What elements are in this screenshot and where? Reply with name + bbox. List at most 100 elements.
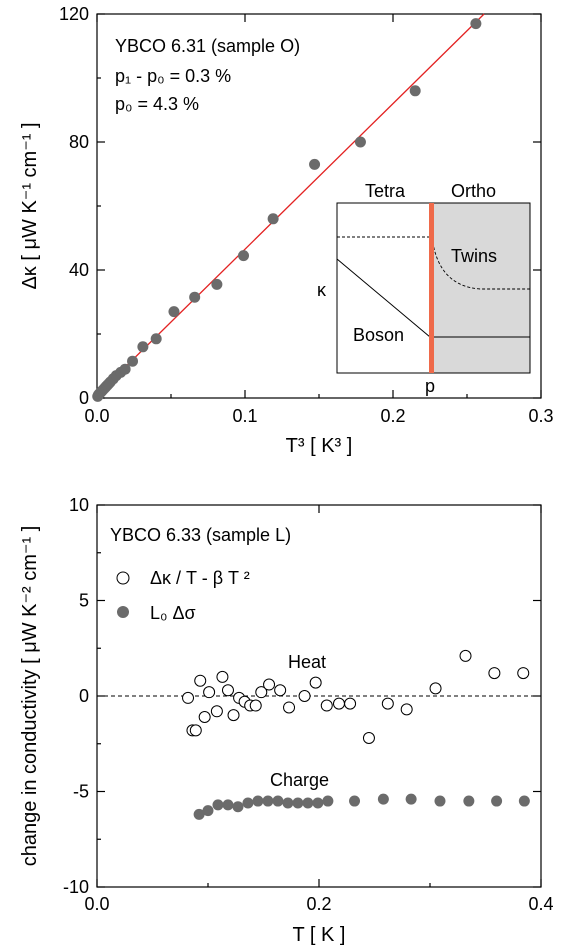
heat-data-point <box>263 678 276 691</box>
charge-data-point <box>491 795 503 807</box>
heat-data-point <box>400 703 413 716</box>
charge-data-point <box>202 805 214 817</box>
inset-label-ortho: Ortho <box>451 181 496 201</box>
charge-data-point <box>232 801 244 813</box>
inset-label-twins: Twins <box>451 246 497 266</box>
heat-data-point <box>198 711 211 724</box>
legend-heat-label: Δκ / T - β T ² <box>150 568 250 588</box>
bottom-x-tick-label: 0.4 <box>528 894 553 914</box>
phase-diagram-inset: Tetra Ortho Twins Boson κ p <box>317 181 531 396</box>
inset-label-kappa: κ <box>317 280 327 300</box>
heat-data-point <box>344 697 357 710</box>
top-y-tick-label: 80 <box>69 132 89 152</box>
heat-data-point <box>309 676 322 689</box>
heat-data-point <box>362 732 375 745</box>
data-point <box>470 18 482 30</box>
heat-data-point <box>488 667 501 680</box>
charge-data-point <box>322 795 334 807</box>
charge-data-point <box>292 797 304 809</box>
heat-data-point <box>298 690 311 702</box>
legend-open-circle-marker <box>116 571 130 585</box>
bottom-y-axis-label: change in conductivity [ μW K⁻² cm⁻¹ ] <box>19 526 41 867</box>
top-x-tick-label: 0.2 <box>380 406 405 426</box>
bottom-x-tick-label: 0.2 <box>306 894 331 914</box>
bottom-x-tick-label: 0.0 <box>84 894 109 914</box>
heat-data-point <box>274 684 287 697</box>
charge-data-point <box>434 795 446 807</box>
bottom-y-tick-label: 0 <box>79 686 89 706</box>
top-y-tick-label: 40 <box>69 260 89 280</box>
charge-data-point <box>252 795 264 807</box>
inset-ortho-shade <box>432 203 530 373</box>
heat-data-point <box>182 691 195 704</box>
bottom-y-tick-label: 10 <box>69 495 89 515</box>
inset-label-tetra: Tetra <box>365 181 406 201</box>
heat-data-point <box>249 699 262 712</box>
heat-data-point <box>429 682 442 695</box>
data-point <box>309 158 321 170</box>
top-annotation-p-diff: p₁ - p₀ = 0.3 % <box>115 66 231 86</box>
charge-data-point <box>463 795 475 807</box>
charge-annotation: Charge <box>270 770 329 790</box>
charge-data-point <box>272 795 284 807</box>
inset-label-boson: Boson <box>353 325 404 345</box>
top-x-axis-label: T³ [ K³ ] <box>286 435 353 457</box>
bottom-y-tick-label: -5 <box>73 782 89 802</box>
heat-data-point <box>255 686 268 699</box>
data-point <box>168 306 180 318</box>
inset-boson-slope <box>336 258 431 338</box>
charge-data-point <box>349 795 361 807</box>
top-y-tick-label: 0 <box>79 388 89 408</box>
heat-data-point <box>283 701 296 714</box>
heat-data-point <box>194 674 207 687</box>
data-point <box>127 355 139 367</box>
charge-data-point <box>405 793 417 805</box>
heat-data-point <box>216 670 229 683</box>
data-point <box>189 291 201 303</box>
top-x-tick-label: 0.3 <box>528 406 553 426</box>
charge-data-point <box>262 795 274 807</box>
charge-data-point <box>518 795 530 807</box>
fit-line <box>96 13 485 396</box>
data-point <box>267 213 279 225</box>
data-point <box>119 363 131 375</box>
heat-data-point <box>189 724 202 737</box>
charge-data-point <box>377 793 389 805</box>
heat-data-point <box>517 667 530 680</box>
heat-data-point <box>210 705 223 718</box>
legend-charge-label: L₀ Δσ <box>150 603 196 623</box>
top-annotation-p0: p₀ = 4.3 % <box>115 94 199 114</box>
top-panel: 0.0 0.1 0.2 0.3 0 40 80 120 YBCO 6.31 (sample O… <box>19 4 554 457</box>
charge-data-point <box>193 808 205 820</box>
heat-data-point <box>459 649 472 662</box>
heat-data-point <box>227 709 240 722</box>
charge-data-point <box>212 799 224 811</box>
data-point <box>354 136 366 148</box>
top-y-axis-label: Δκ [ μW K⁻¹ cm⁻¹ ] <box>19 122 41 289</box>
inset-transition-bar <box>429 203 434 373</box>
heat-data-point <box>381 697 394 710</box>
data-point <box>150 333 162 345</box>
data-point <box>211 278 223 290</box>
top-x-tick-label: 0.0 <box>84 406 109 426</box>
data-point <box>137 341 149 353</box>
heat-data-point <box>320 699 333 712</box>
heat-data-point <box>221 684 234 697</box>
heat-annotation: Heat <box>288 652 326 672</box>
data-point <box>238 250 250 262</box>
bottom-y-tick-label: -10 <box>63 877 89 897</box>
top-annotation-sample: YBCO 6.31 (sample O) <box>115 36 300 56</box>
top-y-tick-label: 120 <box>59 4 89 24</box>
inset-label-p: p <box>425 376 435 396</box>
charge-data-point <box>302 797 314 809</box>
data-point <box>409 85 421 97</box>
bottom-y-tick-label: 5 <box>79 591 89 611</box>
charge-data-point <box>242 797 254 809</box>
legend-filled-circle-marker <box>117 606 129 618</box>
heat-data-point <box>332 697 345 710</box>
charge-data-point <box>222 799 234 811</box>
bottom-x-axis-label: T [ K ] <box>293 924 346 946</box>
heat-data-point <box>203 686 216 699</box>
